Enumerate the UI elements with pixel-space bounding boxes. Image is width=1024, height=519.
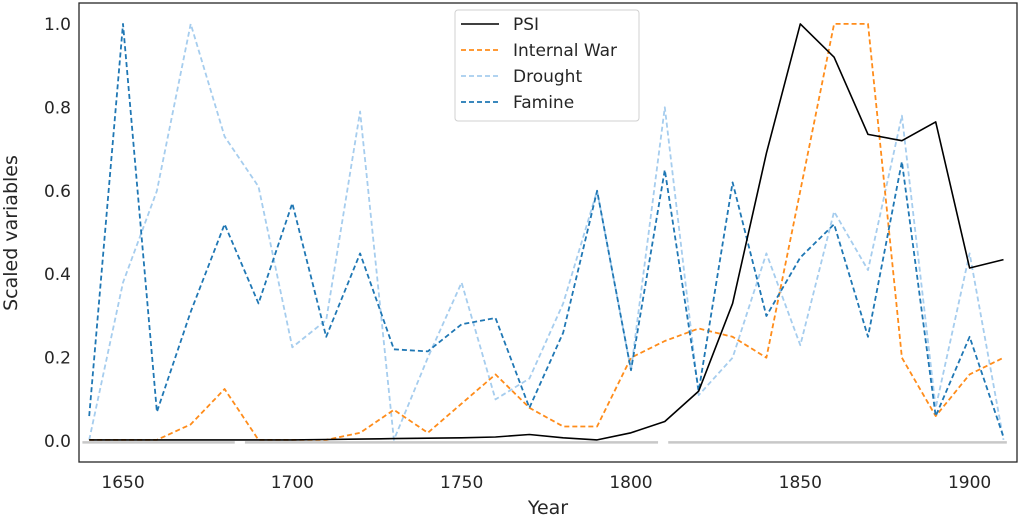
x-axis: 1650 1700 1750 1800 1850 1900 — [101, 473, 991, 493]
y-tick-label: 0.6 — [44, 182, 71, 202]
series-layer — [88, 22, 1005, 441]
legend-box — [454, 9, 640, 122]
axes-frame — [78, 2, 1018, 463]
y-axis-title: Scaled variables — [0, 155, 22, 311]
y-tick-label: 0.4 — [44, 265, 71, 285]
legend: PSI Internal War Drought Famine — [454, 9, 640, 122]
y-axis: 0.0 0.2 0.4 0.6 0.8 1.0 — [44, 15, 71, 452]
series-line-internal-war — [89, 22, 1004, 441]
x-tick-label: 1850 — [779, 473, 822, 493]
legend-label: PSI — [513, 15, 539, 35]
y-tick-label: 0.8 — [44, 98, 71, 118]
x-tick-label: 1750 — [440, 473, 483, 493]
series-line-psi — [89, 23, 1004, 441]
series-line-famine — [88, 22, 1005, 438]
x-tick-label: 1900 — [948, 473, 991, 493]
x-axis-title: Year — [527, 497, 568, 519]
x-tick-label: 1800 — [609, 473, 652, 493]
legend-label: Internal War — [513, 41, 617, 61]
plot-frame — [78, 2, 1018, 463]
series-line-drought — [88, 22, 1005, 441]
legend-label: Drought — [513, 67, 582, 87]
x-tick-label: 1700 — [271, 473, 314, 493]
y-tick-label: 0.2 — [44, 349, 71, 369]
y-tick-label: 1.0 — [44, 15, 71, 35]
legend-label: Famine — [513, 93, 574, 113]
x-tick-label: 1650 — [101, 473, 144, 493]
y-tick-label: 0.0 — [44, 432, 71, 452]
